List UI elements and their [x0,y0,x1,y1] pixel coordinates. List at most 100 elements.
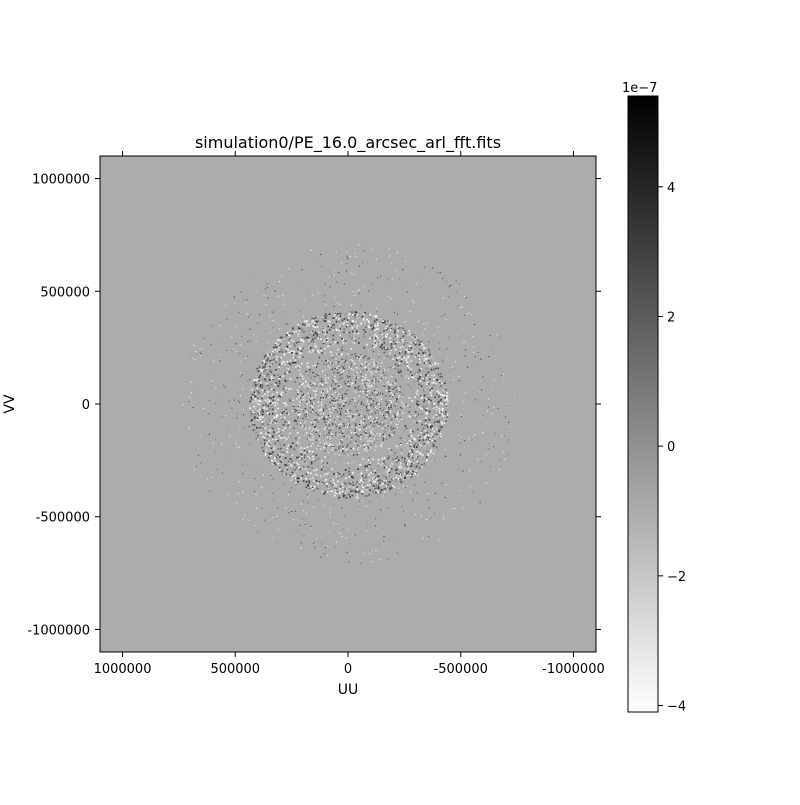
uv-sample [363,322,366,325]
uv-sample [298,348,301,350]
uv-sample [312,294,314,296]
uv-sample [335,434,337,437]
uv-sample [331,383,333,385]
uv-sample [319,320,322,323]
uv-sample [281,275,283,277]
uv-sample [220,354,222,356]
uv-sample [322,328,324,330]
uv-sample [271,461,273,464]
uv-sample [401,356,404,358]
uv-sample [373,324,376,327]
uv-sample [408,415,410,417]
uv-sample [325,315,328,317]
uv-sample [444,389,447,391]
uv-sample [360,367,362,369]
uv-sample [320,431,322,434]
uv-sample [328,324,331,327]
uv-sample [383,343,386,345]
uv-sample [388,468,390,470]
uv-sample [431,432,433,435]
uv-sample [393,486,396,489]
uv-sample [373,382,375,384]
uv-sample [375,445,377,448]
uv-sample [339,391,342,393]
uv-sample [400,462,402,465]
uv-sample [396,414,398,416]
uv-sample [313,390,315,392]
uv-sample [316,476,318,479]
uv-sample [348,476,350,479]
uv-sample [284,440,286,442]
uv-sample [445,411,447,413]
uv-sample [339,488,341,490]
uv-sample [507,439,509,441]
uv-sample [366,394,369,396]
uv-sample [351,455,353,457]
uv-sample [387,489,389,491]
uv-sample [323,462,325,464]
uv-sample [408,453,410,455]
uv-sample [312,384,314,386]
uv-sample [339,387,341,389]
uv-sample [296,352,299,354]
uv-sample [354,324,356,327]
uv-sample [450,382,451,384]
uv-sample [316,474,318,476]
uv-sample [434,376,436,379]
uv-sample [265,373,268,375]
uv-sample [232,348,234,350]
uv-sample [337,302,339,304]
uv-sample [255,437,258,440]
uv-sample [362,442,364,444]
uv-sample [309,392,311,395]
uv-sample [233,482,235,484]
uv-sample [252,401,254,403]
uv-sample [312,427,314,430]
uv-sample [236,413,238,415]
uv-sample [435,408,438,411]
uv-sample [225,415,227,417]
uv-sample [300,467,303,470]
uv-sample [400,405,403,407]
uv-sample [382,482,385,485]
uv-sample [345,416,347,418]
uv-sample [300,283,302,285]
uv-sample [423,424,426,427]
uv-sample [359,377,361,379]
uv-sample [384,385,386,387]
uv-sample [421,465,423,468]
uv-sample [347,549,349,551]
uv-sample [367,325,370,328]
uv-sample [307,339,310,341]
uv-sample [310,340,312,343]
uv-sample [378,265,380,267]
uv-sample [396,456,399,458]
uv-sample [341,353,343,355]
uv-sample [337,251,339,253]
uv-sample [330,477,332,480]
uv-sample [419,375,421,378]
uv-sample [437,392,440,394]
uv-sample [261,486,263,488]
uv-sample [314,326,316,328]
uv-sample [289,446,291,448]
uv-sample [280,450,282,453]
uv-sample [293,329,295,331]
uv-sample [322,329,325,331]
uv-sample [342,493,345,495]
uv-sample [289,453,291,456]
uv-sample [398,487,400,489]
uv-sample [415,450,418,453]
uv-sample [309,382,312,384]
uv-sample [286,361,289,363]
uv-sample [411,465,413,467]
uv-sample [372,489,375,491]
uv-sample [498,459,500,461]
uv-sample [340,357,342,359]
uv-sample [389,430,391,432]
uv-sample [332,400,334,402]
uv-sample [345,270,347,272]
uv-sample [360,403,362,405]
uv-sample [215,438,217,440]
uv-sample [388,387,391,389]
